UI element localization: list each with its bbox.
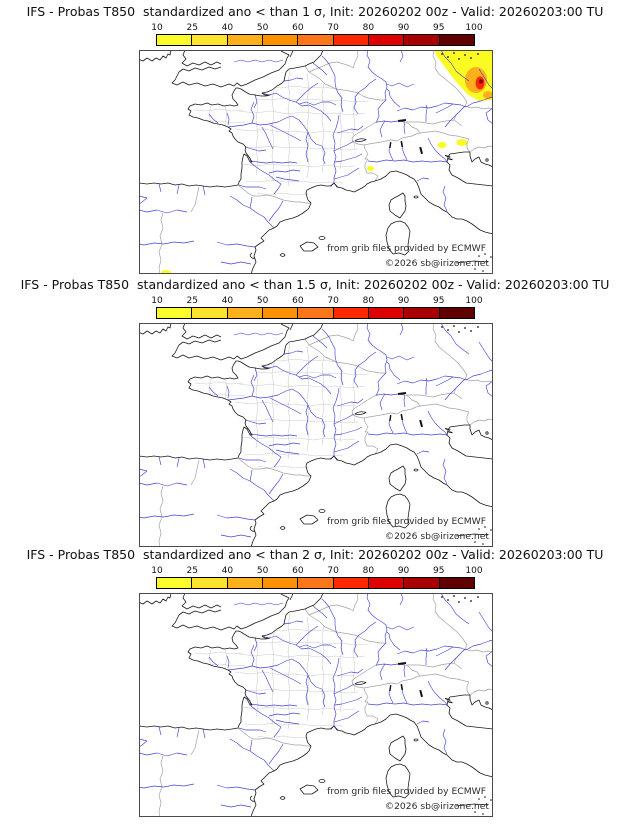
- colorbar-tick-label: 100: [465, 566, 483, 576]
- colorbar-segment: [157, 578, 192, 588]
- colorbar-tick-label: 100: [465, 23, 483, 33]
- colorbar-tick-label: 95: [433, 23, 445, 33]
- map-france: from grib files provided by ECMWF ©2026 …: [139, 593, 493, 817]
- colorbar-tick-label: 60: [292, 23, 304, 33]
- colorbar-tick-label: 50: [256, 23, 269, 33]
- probability-colorbar: 10 25 40 50 60 70 80 90 95 100: [151, 23, 483, 46]
- colorbar-tick-labels: 10 25 40 50 60 70 80 90 95 100: [151, 23, 482, 33]
- colorbar-tick-label: 60: [292, 296, 304, 306]
- basemap: [139, 323, 493, 547]
- colorbar-segment: [297, 35, 333, 45]
- colorbar-tick-label: 70: [327, 23, 339, 33]
- colorbar-tick-label: 80: [362, 23, 375, 33]
- colorbar-segment: [367, 578, 404, 588]
- colorbar-segment: [226, 35, 262, 45]
- colorbar-tick-label: 40: [221, 23, 234, 33]
- colorbar-segments: [156, 577, 475, 589]
- colorbar-tick-label: 70: [327, 566, 339, 576]
- colorbar-segment: [297, 578, 333, 588]
- colorbar-tick-label: 50: [256, 296, 269, 306]
- map-svg: from grib files provided by ECMWF ©2026 …: [139, 323, 493, 547]
- colorbar-tick-label: 25: [186, 566, 198, 576]
- colorbar-segment: [226, 308, 262, 318]
- colorbar-segment: [191, 308, 227, 318]
- colorbar-tick-label: 40: [221, 566, 234, 576]
- credit-copyright: ©2026 sb@irizone.net: [385, 801, 489, 812]
- colorbar-tick-label: 95: [433, 566, 445, 576]
- credit-copyright: ©2026 sb@irizone.net: [385, 531, 489, 542]
- colorbar-segment: [261, 578, 298, 588]
- colorbar-segment: [403, 578, 439, 588]
- colorbar-segments: [156, 307, 475, 319]
- panel-title: IFS - Probas T850 standardized ano < tha…: [26, 4, 604, 19]
- colorbar-segment: [403, 308, 439, 318]
- colorbar-segments: [156, 34, 475, 46]
- panel-title: IFS - Probas T850 standardized ano < tha…: [26, 547, 604, 562]
- colorbar-segment: [367, 308, 404, 318]
- colorbar-segment: [157, 308, 192, 318]
- forecast-panel-2sigma: IFS - Probas T850 standardized ano < tha…: [0, 547, 630, 819]
- colorbar-segment: [332, 35, 368, 45]
- colorbar-tick-label: 80: [362, 566, 375, 576]
- colorbar-tick-label: 80: [362, 296, 375, 306]
- probability-colorbar: 10 25 40 50 60 70 80 90 95 100: [151, 566, 483, 589]
- colorbar-tick-label: 50: [256, 566, 269, 576]
- colorbar-tick-label: 10: [151, 23, 163, 33]
- credit-provider: from grib files provided by ECMWF: [327, 516, 486, 527]
- credit-provider: from grib files provided by ECMWF: [327, 786, 486, 797]
- colorbar-tick-label: 25: [186, 23, 198, 33]
- colorbar-tick-label: 90: [397, 566, 410, 576]
- colorbar-tick-label: 60: [292, 566, 304, 576]
- colorbar-segment: [438, 35, 474, 45]
- colorbar-segment: [332, 308, 368, 318]
- map-france: from grib files provided by ECMWF ©2026 …: [139, 323, 493, 547]
- colorbar-segment: [332, 578, 368, 588]
- colorbar-segment: [191, 578, 227, 588]
- colorbar-tick-label: 25: [186, 296, 198, 306]
- forecast-panel-1sigma: IFS - Probas T850 standardized ano < tha…: [0, 4, 630, 276]
- colorbar-segment: [226, 578, 262, 588]
- map-svg: from grib files provided by ECMWF ©2026 …: [139, 593, 493, 817]
- panel-title: IFS - Probas T850 standardized ano < tha…: [20, 277, 610, 292]
- colorbar-tick-label: 100: [465, 296, 483, 306]
- probability-colorbar: 10 25 40 50 60 70 80 90 95 100: [151, 296, 483, 319]
- colorbar-segment: [438, 308, 474, 318]
- map-france: from grib files provided by ECMWF ©2026 …: [139, 50, 493, 274]
- colorbar-tick-label: 95: [433, 296, 445, 306]
- colorbar-segment: [438, 578, 474, 588]
- colorbar-tick-label: 90: [397, 23, 410, 33]
- colorbar-segment: [157, 35, 192, 45]
- basemap: [139, 50, 493, 274]
- colorbar-segment: [367, 35, 404, 45]
- colorbar-tick-label: 70: [327, 296, 339, 306]
- colorbar-segment: [191, 35, 227, 45]
- colorbar-tick-label: 10: [151, 566, 163, 576]
- colorbar-tick-label: 10: [151, 296, 163, 306]
- basemap: [139, 593, 493, 817]
- forecast-panel-1_5sigma: IFS - Probas T850 standardized ano < tha…: [0, 277, 630, 549]
- colorbar-segment: [297, 308, 333, 318]
- credit-provider: from grib files provided by ECMWF: [327, 243, 486, 254]
- colorbar-tick-labels: 10 25 40 50 60 70 80 90 95 100: [151, 296, 482, 306]
- colorbar-segment: [261, 35, 298, 45]
- colorbar-tick-label: 40: [221, 296, 234, 306]
- colorbar-segment: [261, 308, 298, 318]
- colorbar-segment: [403, 35, 439, 45]
- anomaly-shading-layer: [161, 50, 493, 274]
- credit-copyright: ©2026 sb@irizone.net: [385, 258, 489, 269]
- colorbar-tick-label: 90: [397, 296, 410, 306]
- colorbar-tick-labels: 10 25 40 50 60 70 80 90 95 100: [151, 566, 482, 576]
- map-svg: from grib files provided by ECMWF ©2026 …: [139, 50, 493, 274]
